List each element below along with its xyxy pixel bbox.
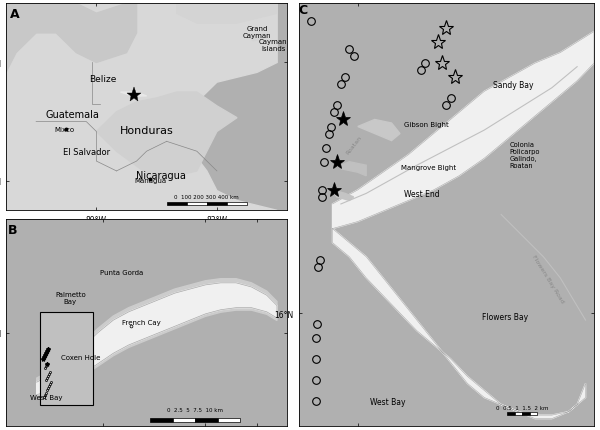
Polygon shape <box>97 93 237 181</box>
Bar <box>207 203 227 206</box>
Text: B: B <box>8 223 17 236</box>
Bar <box>522 412 530 415</box>
Polygon shape <box>37 283 277 395</box>
Polygon shape <box>332 32 594 229</box>
Text: 0  2.5  5  7.5  10 km: 0 2.5 5 7.5 10 km <box>167 407 223 412</box>
Bar <box>530 412 538 415</box>
Text: Nicaragua: Nicaragua <box>136 170 185 181</box>
Bar <box>507 412 515 415</box>
Text: Punta Gorda: Punta Gorda <box>100 270 143 276</box>
Bar <box>218 418 240 421</box>
Text: West End: West End <box>404 190 440 198</box>
Text: Managua: Managua <box>134 178 167 183</box>
Bar <box>187 203 207 206</box>
Polygon shape <box>341 163 366 176</box>
Text: Flowers Bay: Flowers Bay <box>482 312 529 321</box>
Bar <box>195 418 218 421</box>
Text: A: A <box>10 8 20 21</box>
Text: 0  0.5  1  1.5  2 km: 0 0.5 1 1.5 2 km <box>496 405 548 410</box>
Text: Cayman
Islands: Cayman Islands <box>259 39 287 52</box>
Text: Coxen Hole: Coxen Hole <box>61 355 100 360</box>
Text: Belize: Belize <box>89 74 116 83</box>
Polygon shape <box>358 120 400 141</box>
Text: Roatan: Roatan <box>345 135 362 155</box>
Polygon shape <box>121 93 146 97</box>
Text: 0  100 200 300 400 km: 0 100 200 300 400 km <box>175 194 239 199</box>
Text: West Bay: West Bay <box>29 394 62 400</box>
Bar <box>227 203 247 206</box>
Polygon shape <box>247 36 263 42</box>
Text: El Salvador: El Salvador <box>63 147 110 157</box>
Text: Gibson Bight: Gibson Bight <box>404 122 449 128</box>
Text: Honduras: Honduras <box>120 125 173 135</box>
Text: Mangrove Bight: Mangrove Bight <box>401 164 456 170</box>
Text: Palmetto
Bay: Palmetto Bay <box>55 291 86 304</box>
Text: Flowers Bay Road: Flowers Bay Road <box>531 253 565 303</box>
Bar <box>167 203 187 206</box>
Text: Sandy Bay: Sandy Bay <box>493 80 533 89</box>
Text: Grand
Cayman: Grand Cayman <box>243 26 271 39</box>
Polygon shape <box>6 4 137 73</box>
Text: C: C <box>299 4 308 17</box>
Text: Guatemala: Guatemala <box>46 110 99 120</box>
Bar <box>515 412 522 415</box>
Polygon shape <box>6 4 277 211</box>
Bar <box>40 312 93 405</box>
Bar <box>173 418 195 421</box>
Text: West Bay: West Bay <box>370 396 405 405</box>
Text: Colonia
Policarpo
Galindo,
Roatan: Colonia Policarpo Galindo, Roatan <box>509 141 540 168</box>
Polygon shape <box>37 279 277 397</box>
Polygon shape <box>177 4 277 24</box>
Text: Mixco: Mixco <box>54 126 74 132</box>
Polygon shape <box>332 190 353 201</box>
Polygon shape <box>332 229 586 419</box>
Text: French Cay: French Cay <box>122 319 160 326</box>
Bar <box>150 418 173 421</box>
